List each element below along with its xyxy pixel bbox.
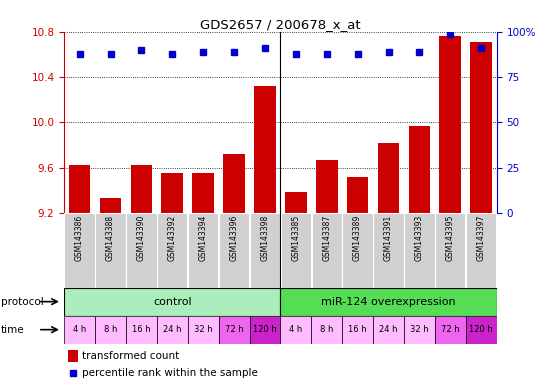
Bar [126, 316, 157, 344]
Bar [342, 316, 373, 344]
Bar [378, 143, 400, 213]
Text: GSM143388: GSM143388 [106, 215, 115, 261]
Text: GSM143391: GSM143391 [384, 215, 393, 261]
Text: GSM143389: GSM143389 [353, 215, 362, 261]
Text: 24 h: 24 h [163, 325, 181, 334]
Bar [157, 316, 187, 344]
Text: time: time [1, 324, 25, 335]
Bar [311, 316, 342, 344]
Bar [408, 126, 430, 213]
Title: GDS2657 / 200678_x_at: GDS2657 / 200678_x_at [200, 18, 360, 31]
Text: 16 h: 16 h [348, 325, 367, 334]
Bar [100, 198, 121, 213]
Bar [187, 316, 219, 344]
Text: 72 h: 72 h [225, 325, 243, 334]
Text: 16 h: 16 h [132, 325, 151, 334]
Bar [440, 36, 461, 213]
Text: GSM143387: GSM143387 [322, 215, 331, 261]
Bar [470, 42, 492, 213]
Bar [188, 213, 218, 288]
Text: transformed count: transformed count [83, 351, 180, 361]
Text: 4 h: 4 h [289, 325, 302, 334]
Bar [466, 316, 497, 344]
Bar [249, 316, 280, 344]
Bar [95, 213, 126, 288]
Bar [223, 154, 245, 213]
Text: 32 h: 32 h [194, 325, 213, 334]
Text: GSM143397: GSM143397 [477, 215, 485, 262]
Bar [404, 213, 435, 288]
Bar [64, 288, 280, 316]
Bar [316, 160, 338, 213]
Bar [280, 316, 311, 344]
Text: 32 h: 32 h [410, 325, 429, 334]
Text: miR-124 overexpression: miR-124 overexpression [321, 296, 456, 307]
Bar [219, 316, 249, 344]
Bar [373, 316, 404, 344]
Bar [64, 316, 95, 344]
Text: 4 h: 4 h [73, 325, 86, 334]
Bar [285, 192, 307, 213]
Text: GSM143393: GSM143393 [415, 215, 424, 262]
Bar [219, 213, 249, 288]
Text: control: control [153, 296, 191, 307]
Bar [193, 173, 214, 213]
Bar [254, 86, 276, 213]
Text: GSM143390: GSM143390 [137, 215, 146, 262]
Text: GSM143394: GSM143394 [199, 215, 208, 262]
Text: GSM143395: GSM143395 [446, 215, 455, 262]
Text: 8 h: 8 h [320, 325, 334, 334]
Bar [126, 213, 157, 288]
Text: 24 h: 24 h [379, 325, 398, 334]
Text: GSM143398: GSM143398 [261, 215, 270, 261]
Text: GSM143392: GSM143392 [168, 215, 177, 261]
Bar [404, 316, 435, 344]
Bar [281, 213, 311, 288]
Text: 120 h: 120 h [469, 325, 493, 334]
Bar [347, 177, 368, 213]
Text: GSM143396: GSM143396 [229, 215, 239, 262]
Bar [435, 213, 465, 288]
Bar [250, 213, 280, 288]
Bar [69, 350, 78, 362]
Text: 72 h: 72 h [441, 325, 460, 334]
Text: percentile rank within the sample: percentile rank within the sample [83, 367, 258, 377]
Bar [131, 166, 152, 213]
Bar [373, 213, 403, 288]
Bar [95, 316, 126, 344]
Bar [343, 213, 373, 288]
Text: 8 h: 8 h [104, 325, 117, 334]
Bar [466, 213, 496, 288]
Text: protocol: protocol [1, 296, 44, 307]
Bar [65, 213, 95, 288]
Bar [311, 213, 342, 288]
Bar [69, 166, 90, 213]
Bar [280, 288, 497, 316]
Text: 120 h: 120 h [253, 325, 277, 334]
Text: GSM143385: GSM143385 [291, 215, 300, 261]
Bar [157, 213, 187, 288]
Text: GSM143386: GSM143386 [75, 215, 84, 261]
Bar [161, 173, 183, 213]
Bar [435, 316, 466, 344]
